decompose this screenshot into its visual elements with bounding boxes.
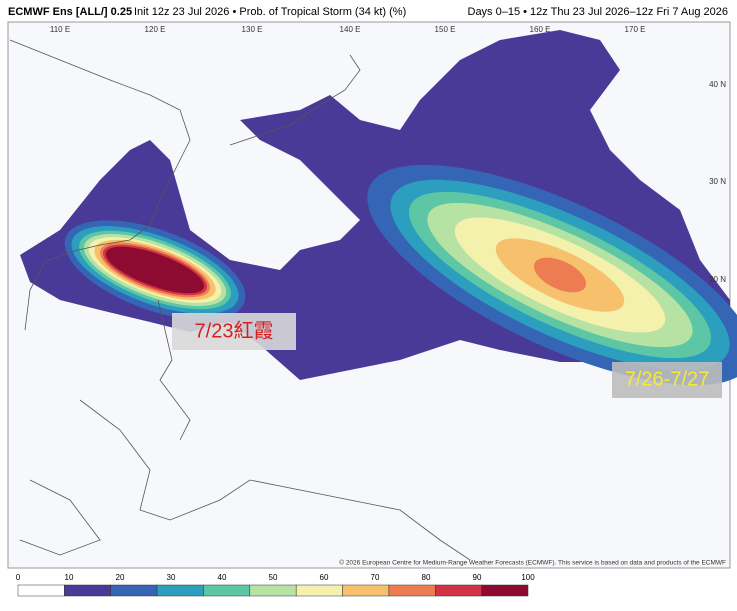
probability-area (105, 246, 205, 294)
colorbar-segment (203, 584, 251, 597)
latitude-label: 40 N (709, 80, 726, 89)
map: 110 E 120 E 130 E 140 E 150 E 160 E 170 E 40 N 3… (7, 21, 737, 569)
longitude-label: 150 E (435, 25, 456, 34)
colorbar-segment (249, 584, 297, 597)
latitude-label: 20 N (709, 275, 726, 284)
colorbar: 0 10 20 30 40 50 60 70 80 90 100 (16, 573, 535, 597)
colorbar-segment (17, 584, 65, 597)
colorbar-label: 0 (16, 573, 21, 582)
colorbar-label: 10 (65, 573, 74, 582)
model-title: ECMWF Ens [ALL/] 0.25 (8, 6, 132, 18)
coastlines (9, 39, 471, 561)
days-title: Days 0–15 • 12z Thu 23 Jul 2026–12z Fri … (468, 6, 729, 18)
annotation-box (612, 362, 722, 398)
colorbar-segment (295, 584, 343, 597)
credit: © 2026 European Centre for Medium-Range … (339, 559, 726, 567)
colorbar-segment (388, 584, 436, 597)
longitude-label: 170 E (625, 25, 646, 34)
longitude-label: 130 E (242, 25, 263, 34)
colorbar-label: 20 (116, 573, 125, 582)
longitude-label: 120 E (145, 25, 166, 34)
longitude-label: 140 E (340, 25, 361, 34)
init-title: Init 12z 23 Jul 2026 • Prob. of Tropical… (134, 6, 406, 18)
annotation-box (172, 313, 296, 350)
colorbar-segment (110, 584, 158, 597)
colorbar-label: 40 (218, 573, 227, 582)
colorbar-segment (435, 584, 482, 597)
colorbar-segment (64, 584, 111, 597)
colorbar-label: 70 (371, 573, 380, 582)
longitude-label: 160 E (530, 25, 551, 34)
colorbar-segment (156, 584, 204, 597)
colorbar-label: 30 (167, 573, 176, 582)
colorbar-segment (342, 584, 390, 597)
annotation: 7/23紅霞 (195, 319, 274, 342)
colorbar-label: 90 (473, 573, 482, 582)
colorbar-label: 80 (422, 573, 431, 582)
colorbar-label: 100 (521, 573, 535, 582)
annotation: 7/26-7/27 (625, 368, 710, 390)
latitude-label: 30 N (709, 177, 726, 186)
colorbar-label: 60 (320, 573, 329, 582)
probability-area (533, 257, 587, 293)
longitude-label: 110 E (50, 25, 70, 34)
colorbar-label: 50 (269, 573, 278, 582)
colorbar-segment (481, 584, 529, 597)
